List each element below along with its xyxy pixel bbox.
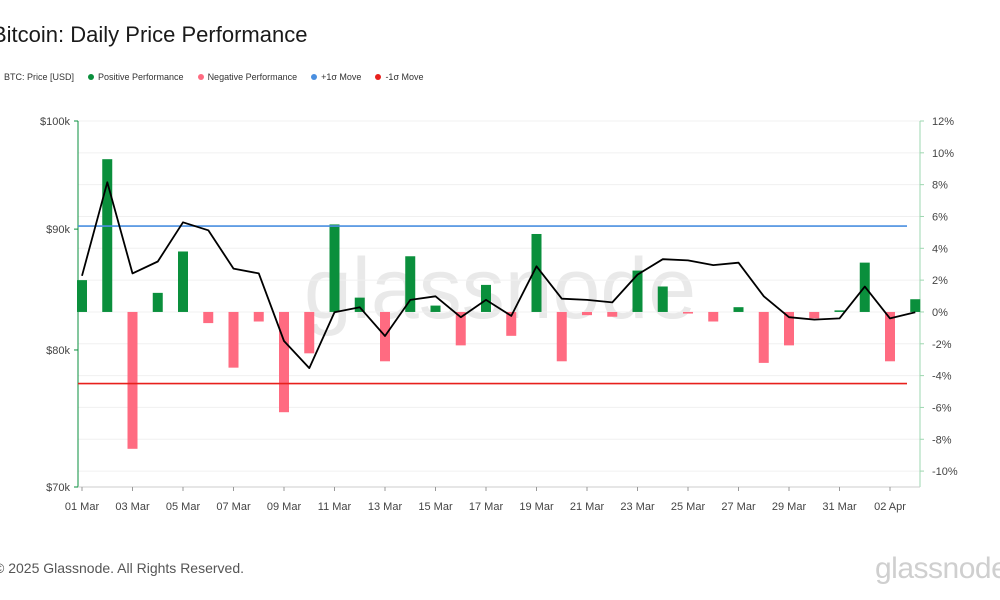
y-right-tick-label: 8% <box>932 180 948 192</box>
y-right-tick-label: 0% <box>932 307 948 319</box>
negative-bar <box>253 311 264 322</box>
negative-bar <box>758 311 769 363</box>
positive-bar <box>152 292 163 312</box>
legend-dot-positive <box>88 74 95 80</box>
positive-bar <box>481 284 491 312</box>
y-right-tick-label: -4% <box>932 371 952 383</box>
copyright-text: © 2025 Glassnode. All Rights Reserved. <box>0 560 245 576</box>
negative-bar <box>279 311 289 413</box>
x-tick-label: 15 Mar <box>418 501 453 513</box>
negative-bar <box>582 311 592 316</box>
x-tick-label: 05 Mar <box>166 501 201 513</box>
positive-bar <box>632 270 643 312</box>
x-tick-label: 02 Apr <box>874 501 906 513</box>
y-right-tick-label: 6% <box>932 211 948 223</box>
y-right-tick-label: -8% <box>932 434 952 446</box>
x-tick-label: 17 Mar <box>469 501 504 513</box>
watermark-text: glassnode <box>304 241 696 337</box>
y-right-tick-label: 2% <box>932 275 948 287</box>
x-tick-label: 01 Mar <box>65 501 100 513</box>
negative-bar <box>809 311 820 319</box>
x-tick-label: 11 Mar <box>318 501 352 513</box>
legend-label-plus-sigma: +1σ Move <box>321 72 362 82</box>
x-tick-label: 23 Mar <box>620 501 655 513</box>
positive-bar <box>77 280 87 312</box>
legend: BTC: Price [USD] Positive Performance Ne… <box>0 72 424 82</box>
y-right-tick-label: -10% <box>932 466 958 478</box>
legend-label-positive: Positive Performance <box>98 72 184 82</box>
negative-bar <box>885 311 895 362</box>
legend-dot-minus-sigma <box>375 74 382 80</box>
positive-bar <box>910 299 921 312</box>
positive-bar <box>430 305 441 312</box>
legend-item-plus-sigma[interactable]: +1σ Move <box>311 72 361 82</box>
positive-bar <box>531 233 542 312</box>
y-right-tick-label: -2% <box>932 339 952 351</box>
x-tick-label: 31 Mar <box>822 501 857 513</box>
x-tick-label: 09 Mar <box>267 501 302 513</box>
x-tick-label: 25 Mar <box>671 501 706 513</box>
x-tick-label: 21 Mar <box>570 501 605 513</box>
positive-bar <box>329 224 340 312</box>
y-left-tick-label: $90k <box>46 224 70 236</box>
legend-item-positive[interactable]: Positive Performance <box>88 72 184 82</box>
brand-logo: glassnode <box>875 552 1000 585</box>
y-left-tick-label: $70k <box>46 482 70 494</box>
legend-item-negative[interactable]: Negative Performance <box>197 72 298 82</box>
negative-bar <box>203 311 214 324</box>
y-right-tick-label: 12% <box>932 116 954 128</box>
negative-bar <box>683 311 693 314</box>
price-line <box>81 181 916 370</box>
legend-item-price[interactable]: BTC: Price [USD] <box>0 72 74 82</box>
negative-bar <box>607 311 618 317</box>
negative-bar <box>127 311 138 449</box>
y-left-tick-label: $100k <box>40 116 70 128</box>
negative-bar <box>556 311 567 362</box>
legend-label-negative: Negative Performance <box>207 72 298 82</box>
positive-bar <box>102 159 113 312</box>
y-right-tick-label: 10% <box>932 148 954 160</box>
legend-dot-plus-sigma <box>311 74 318 80</box>
positive-bar <box>834 310 845 312</box>
x-tick-label: 19 Mar <box>519 501 554 513</box>
positive-bar <box>405 256 416 312</box>
x-tick-label: 07 Mar <box>216 501 251 513</box>
positive-bar <box>178 251 188 312</box>
negative-bar <box>784 311 794 346</box>
y-right-tick-label: -6% <box>932 402 952 414</box>
legend-label-minus-sigma: -1σ Move <box>385 72 424 82</box>
y-right-tick-label: 4% <box>932 243 948 255</box>
negative-bar <box>228 311 239 368</box>
positive-bar <box>657 286 668 312</box>
y-left-tick-label: $80k <box>46 345 70 357</box>
positive-bar <box>354 297 365 312</box>
x-tick-label: 27 Mar <box>721 501 756 513</box>
positive-bar <box>733 307 744 312</box>
negative-bar <box>506 311 517 336</box>
legend-item-minus-sigma[interactable]: -1σ Move <box>375 72 424 82</box>
x-tick-label: 29 Mar <box>772 501 807 513</box>
negative-bar <box>455 311 466 346</box>
negative-bar <box>304 311 315 354</box>
legend-label-price: BTC: Price [USD] <box>4 72 75 82</box>
negative-bar <box>708 311 719 322</box>
x-tick-label: 03 Mar <box>115 501 150 513</box>
x-tick-label: 13 Mar <box>368 501 403 513</box>
legend-dot-negative <box>197 74 204 80</box>
chart-title: Bitcoin: Daily Price Performance <box>0 22 308 47</box>
